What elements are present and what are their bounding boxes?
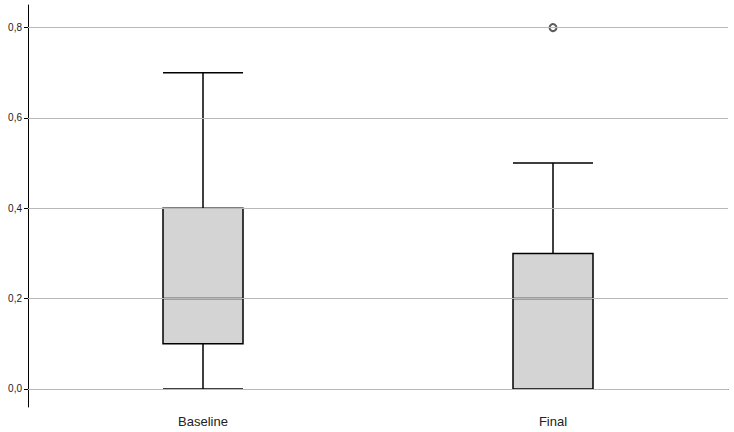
svg-text:0,0: 0,0 bbox=[8, 383, 22, 394]
svg-text:0,6: 0,6 bbox=[8, 112, 22, 123]
svg-text:0,8: 0,8 bbox=[8, 22, 22, 33]
svg-text:Baseline: Baseline bbox=[178, 414, 228, 429]
svg-text:Final: Final bbox=[539, 414, 567, 429]
svg-text:0,2: 0,2 bbox=[8, 293, 22, 304]
svg-text:0,4: 0,4 bbox=[8, 203, 22, 214]
